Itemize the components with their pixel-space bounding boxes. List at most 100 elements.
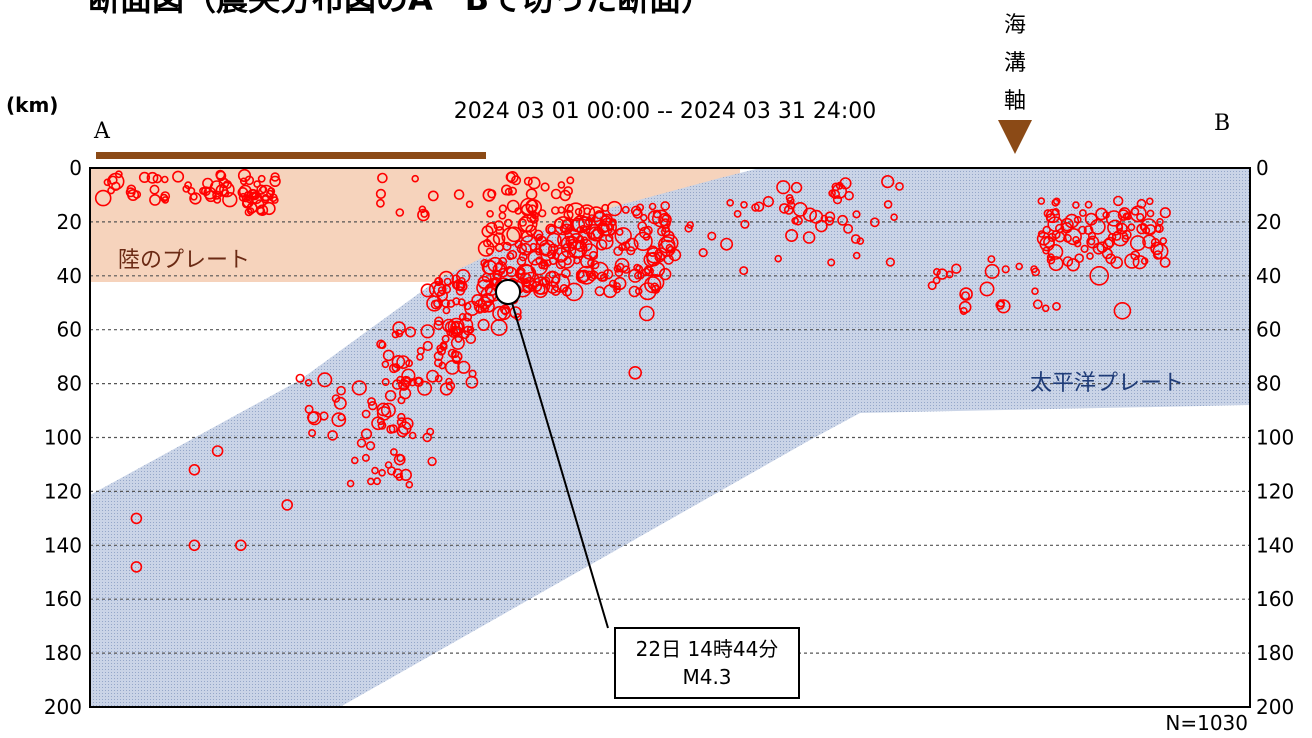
hypocenter [235, 539, 247, 552]
hypocenter [1083, 225, 1094, 235]
hypocenter [350, 456, 359, 465]
hypocenter [376, 402, 391, 417]
hypocenter [1052, 301, 1061, 311]
hypocenter [827, 258, 836, 267]
hypocenter [572, 215, 591, 234]
hypocenter [1142, 234, 1157, 249]
hypocenter [560, 242, 577, 258]
hypocenter [384, 461, 393, 469]
hypocenter [932, 276, 941, 285]
hypocenter [1129, 205, 1147, 223]
hypocenter [793, 215, 803, 226]
hypocenter [1124, 253, 1140, 269]
hypocenter [375, 188, 387, 199]
plot-frame [89, 167, 1251, 708]
hypocenter [608, 279, 618, 288]
hypocenter [189, 192, 202, 205]
hypocenter [1159, 237, 1168, 245]
hypocenter [1051, 207, 1060, 216]
hypocenter [254, 199, 265, 209]
period-label: 2024 03 01 00:00 -- 2024 03 31 24:00 [454, 99, 877, 124]
hypocenter [215, 170, 227, 182]
hypocenter [544, 270, 561, 287]
hypocenter [594, 286, 605, 297]
hypocenter [477, 318, 490, 332]
hypocenter [1121, 229, 1132, 240]
hypocenter [391, 330, 400, 339]
hypocenter [785, 193, 794, 202]
point-a-label: A [93, 119, 111, 144]
hypocenter [852, 210, 861, 219]
hypocenter [1159, 256, 1171, 268]
hypocenter [505, 265, 514, 274]
hypocenter [401, 417, 414, 430]
hypocenter [553, 247, 569, 263]
callout-line2: M4.3 [682, 665, 731, 689]
hypocenter [130, 512, 143, 525]
y-tick-140: 140 [44, 533, 82, 557]
hypocenter [624, 237, 639, 252]
hypocenter [420, 324, 435, 339]
hypocenter [790, 181, 803, 194]
hypocenter [107, 172, 125, 191]
hypocenter [422, 340, 433, 352]
hypocenter [1047, 216, 1063, 232]
hypocenter [885, 257, 896, 267]
hypocenter [525, 199, 539, 213]
hypocenter [852, 251, 861, 260]
hypocenter [1064, 228, 1082, 246]
hypocenter [984, 263, 1000, 279]
hypocenter [389, 448, 398, 456]
hypocenter [648, 202, 657, 211]
hypocenter [1032, 299, 1043, 310]
hypocenter [317, 372, 333, 388]
hypocenter [605, 233, 614, 243]
hypocenter [774, 254, 783, 263]
hypocenter [453, 189, 465, 200]
hypocenter [550, 285, 561, 296]
hypocenter [380, 402, 396, 418]
hypocenter [698, 248, 708, 258]
hypocenter [471, 293, 484, 307]
hypocenter [377, 172, 388, 184]
hypocenter [1095, 207, 1108, 221]
hypocenter [319, 411, 329, 421]
hypocenter [393, 453, 406, 466]
hypocenter [367, 397, 376, 406]
y-tick-0: 0 [69, 156, 82, 180]
pacific-plate-label: 太平洋プレート [1030, 371, 1184, 396]
y-tick-60: 60 [57, 318, 82, 342]
hypocenter [392, 468, 403, 479]
trench-label-1: 海 [1004, 13, 1026, 38]
hypocenter [1089, 218, 1106, 235]
hypocenter [261, 194, 270, 202]
chart-title: 断面図（震央分布図のA－Bで切った断面） [88, 0, 713, 18]
hypocenter [585, 224, 602, 241]
hypocenter [1122, 212, 1131, 221]
hypocenter [958, 300, 972, 314]
hypocenter [590, 260, 600, 270]
hypocenter [843, 223, 854, 234]
hypocenter [652, 209, 670, 228]
hypocenter [1136, 213, 1145, 222]
hypocenter [660, 201, 671, 211]
hypocenter [498, 204, 508, 213]
hypocenter [668, 248, 682, 262]
hypocenter [1111, 231, 1122, 241]
land-surface-bar [96, 152, 486, 159]
hypocenter [203, 186, 217, 200]
hypocenter [377, 420, 387, 430]
hypocenter [635, 264, 643, 273]
hypocenter [824, 211, 836, 222]
hypocenter [269, 175, 281, 188]
hypocenter [850, 234, 861, 244]
hypocenter [504, 187, 513, 196]
hypocenter [639, 213, 648, 222]
hypocenter [441, 318, 456, 333]
hypocenter [308, 428, 317, 437]
hypocenter [270, 172, 280, 182]
hypocenter [458, 317, 474, 333]
hypocenter [987, 255, 996, 264]
hypocenter [441, 334, 450, 343]
